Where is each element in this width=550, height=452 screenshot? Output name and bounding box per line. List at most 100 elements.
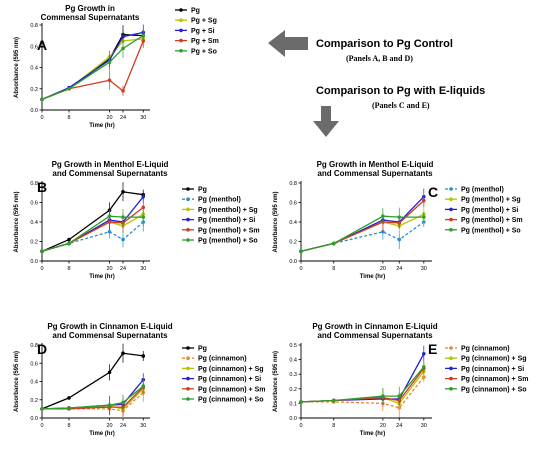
legend-label: Pg (cinnamon) + So [198,397,264,404]
legend-label: Pg (cinnamon) + Sm [461,376,528,383]
chart-title: Pg Growth in Menthol E-Liquid [52,160,169,169]
series-pg-menthol-so [299,207,426,254]
series-pg-menthol-si [299,188,426,254]
legend-label: Pg (cinnamon) + So [461,386,527,393]
chart-title: Pg Growth in Cinnamon E-Liquid [312,322,437,331]
data-point [141,215,146,219]
legend-label: Pg + Sm [191,38,219,45]
legend-marker [186,366,190,371]
legend-marker [449,207,453,212]
legend-label: Pg [198,187,207,194]
panel-letter: E [428,341,437,357]
y-tick-label: 0.4 [289,220,297,226]
annotation-subtext-2: (Panels C and E) [372,101,430,110]
data-point [40,97,44,102]
legend-marker [186,238,190,242]
x-axis-label: Time (hr) [89,431,115,437]
y-axis-label: Absorbance (595 nm) [14,351,20,412]
legend-marker [186,217,190,222]
x-tick-label: 0 [40,115,43,121]
series-pg-menthol-sm [299,194,426,254]
data-point [121,400,125,405]
x-tick-label: 20 [106,266,112,272]
y-tick-label: 0.0 [30,259,38,265]
x-tick-label: 30 [140,423,146,429]
x-tick-label: 0 [40,266,43,272]
data-point [397,237,402,242]
x-tick-label: 24 [396,266,402,272]
legend-label: Pg (cinnamon) + Sg [198,366,264,373]
y-tick-label: 0.0 [30,416,38,422]
legend-label: Pg (menthol) + Sg [198,207,258,214]
data-point [141,194,146,199]
series-line [41,352,144,410]
series-pg-so [40,30,146,102]
legend-label: Pg + Sg [191,18,217,25]
legend-label: Pg (menthol) + Si [198,217,255,224]
y-tick-label: 0.2 [289,240,297,246]
data-point [422,215,426,219]
chart-title: and Commensal Supernatants [52,169,168,178]
chart-title: and Commensal Supernatants [317,331,433,340]
legend-marker [186,197,190,201]
series-line [300,366,425,403]
x-tick-label: 20 [106,115,112,121]
x-tick-label: 0 [299,423,302,429]
data-point [397,215,402,219]
data-point [299,249,303,254]
series-pg-cinnamon-so [40,376,146,412]
legend-marker [186,376,190,381]
chart-title: and Commensal Supernatants [317,169,433,178]
series-pg-sg [40,29,146,102]
y-tick-label: 0.5 [289,343,297,349]
series-line [41,33,144,101]
y-tick-label: 0.8 [30,181,38,187]
series-pg-cinnamon-sm [40,381,146,417]
legend-marker [449,217,453,222]
data-point [381,229,385,234]
legend-marker [186,397,190,401]
chart-title: and Commensal Supernatants [52,331,168,340]
legend-marker [179,18,183,23]
data-point [381,214,385,218]
legend-marker [449,387,453,391]
legend-marker [179,38,183,43]
legend-marker [179,28,183,33]
data-point [67,237,71,242]
legend-label: Pg (cinnamon) [461,346,510,353]
x-tick-label: 8 [332,266,335,272]
legend-marker [449,356,453,361]
legend-label: Pg (menthol) + So [198,238,258,245]
data-point [422,198,426,203]
data-point [67,396,71,400]
legend-label: Pg (menthol) + Si [461,207,518,214]
y-tick-label: 0.4 [30,380,38,386]
series-line [300,215,424,252]
series-line [41,31,144,100]
x-axis-label: Time (hr) [360,274,386,280]
x-tick-label: 24 [120,423,126,429]
y-tick-label: 0.0 [30,108,38,114]
legend-marker [449,366,453,371]
legend-label: Pg + Si [191,28,215,35]
legend-label: Pg (menthol) + So [461,227,521,234]
x-tick-label: 30 [140,266,146,272]
annotation-text-2: Comparison to Pg with E-liquids [316,85,485,97]
series-pg-menthol-sg [299,204,426,254]
series-line [41,38,144,101]
series-pg [40,25,146,102]
legend-label: Pg + So [191,48,217,55]
data-point [121,351,125,356]
data-point [141,39,146,43]
x-tick-label: 30 [140,115,146,121]
data-point [121,34,125,39]
legend-marker [449,228,453,232]
data-point [40,407,44,411]
legend-marker [449,197,453,201]
series-line [41,191,144,252]
